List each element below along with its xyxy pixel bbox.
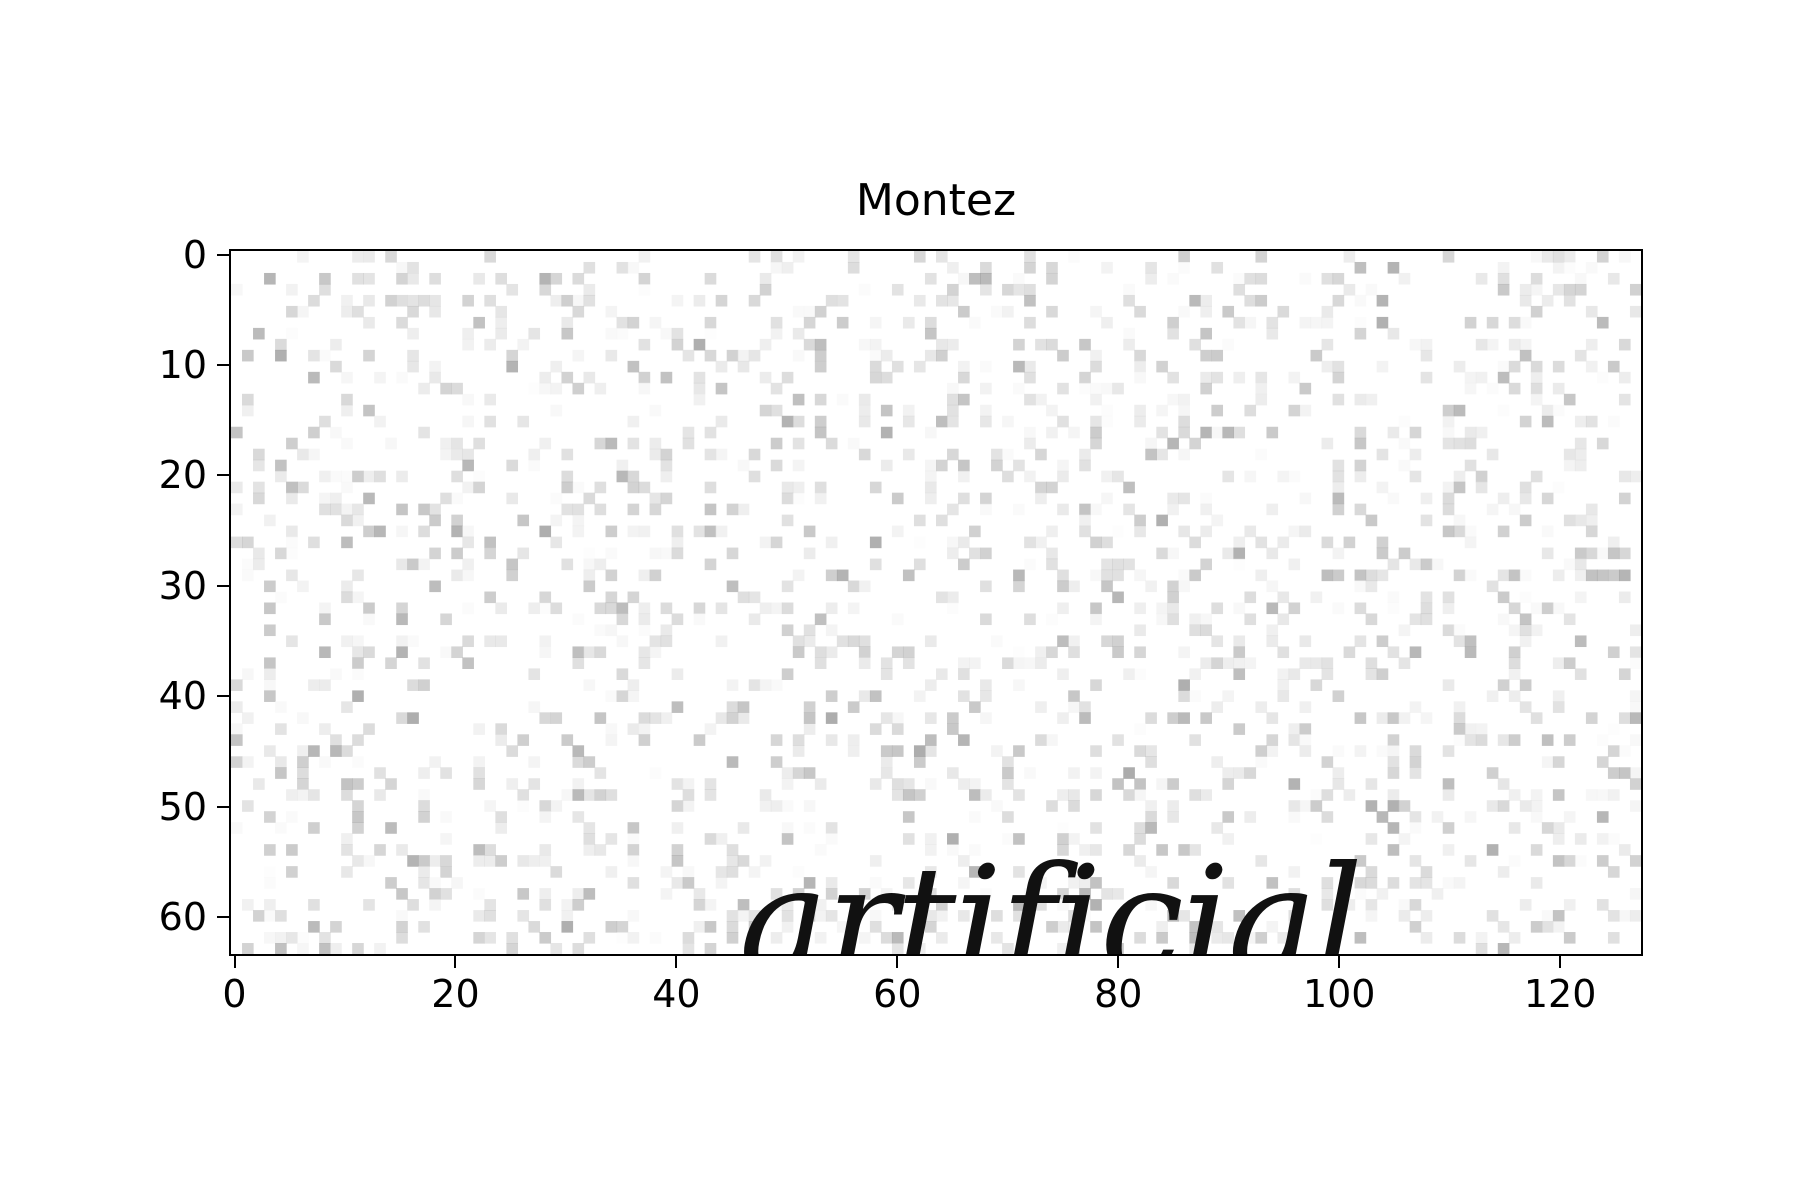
y-tick — [217, 584, 229, 587]
y-tick — [217, 474, 229, 477]
x-tick-label: 120 — [1523, 972, 1597, 1016]
x-tick-label: 0 — [222, 972, 247, 1016]
y-tick — [217, 695, 229, 698]
y-tick-label: 30 — [158, 563, 207, 608]
y-tick — [217, 916, 229, 919]
x-tick-label: 80 — [1094, 972, 1143, 1016]
y-tick-label: 60 — [158, 895, 207, 940]
y-tick — [217, 363, 229, 366]
x-tick-label: 40 — [652, 972, 701, 1016]
y-tick-label: 20 — [158, 453, 207, 498]
y-tick — [217, 253, 229, 256]
y-tick-label: 40 — [158, 674, 207, 719]
x-tick — [454, 956, 457, 968]
x-tick — [1117, 956, 1120, 968]
x-tick-label: 100 — [1302, 972, 1376, 1016]
y-tick — [217, 805, 229, 808]
x-tick — [896, 956, 899, 968]
handwritten-word: artificial — [739, 835, 1363, 956]
image-panel: artificial — [229, 249, 1643, 956]
x-tick — [1338, 956, 1341, 968]
x-tick-label: 20 — [431, 972, 480, 1016]
y-tick-label: 0 — [182, 232, 207, 277]
noise-background — [231, 251, 1641, 954]
plot-title: Montez — [855, 175, 1017, 226]
y-tick-label: 50 — [158, 784, 207, 829]
y-tick-label: 10 — [158, 342, 207, 387]
x-tick — [675, 956, 678, 968]
x-tick-label: 60 — [873, 972, 922, 1016]
x-tick — [1559, 956, 1562, 968]
x-tick — [233, 956, 236, 968]
